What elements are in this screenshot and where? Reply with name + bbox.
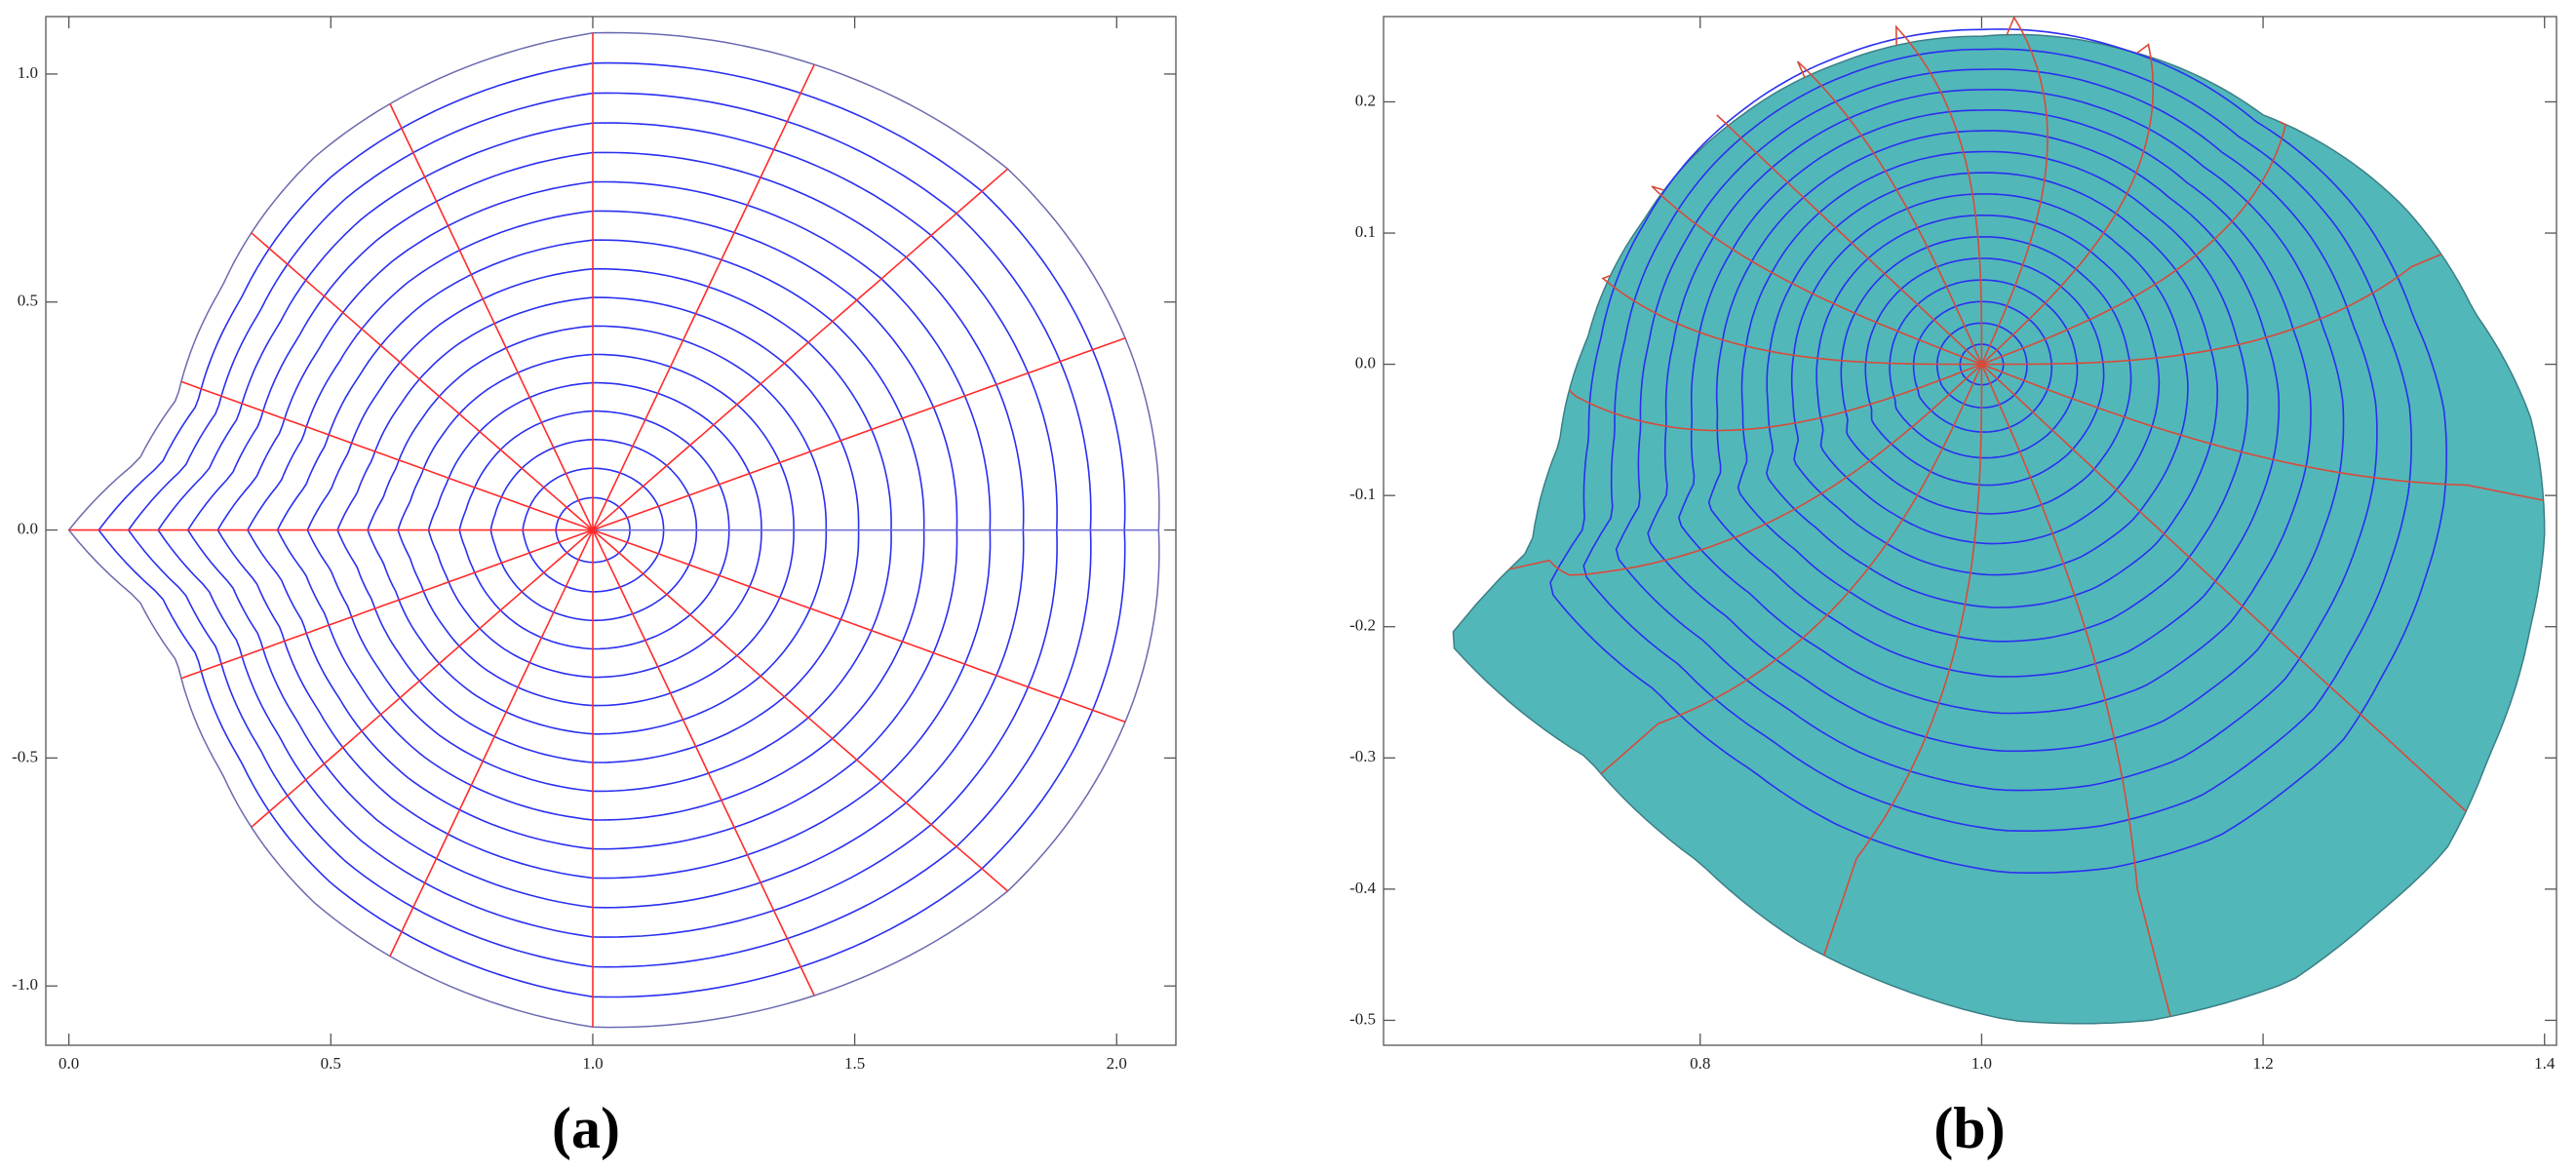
y-tick-label: 0.1 [1355, 222, 1376, 241]
radial-curve [592, 528, 1009, 892]
level-curve [1815, 215, 2161, 545]
y-tick-label: -0.5 [12, 747, 38, 765]
x-tick-label: 1.2 [2252, 1054, 2273, 1073]
panel-label: (a) [552, 1096, 620, 1160]
level-curve [1765, 172, 2218, 608]
radial-curve [1796, 60, 1983, 365]
plot-frame [45, 16, 1177, 1046]
radial-curve [251, 232, 594, 531]
radial-curve [180, 380, 594, 531]
radial-curve [1980, 364, 2467, 812]
panel: 0.0 0.5 1.0 1.5 2.0 -1.0 -0.5 0.0 0.5 1.0 (a) [12, 16, 1177, 1160]
y-tick-label: 0.0 [1355, 354, 1376, 372]
radial-curve [1568, 363, 1982, 432]
panel: 0.8 1.0 1.2 1.4 -0.5 -0.4 -0.3 -0.2 -0.1 0.0 0.1 0.… [1349, 16, 2557, 1160]
radial-curve [1980, 43, 2154, 366]
x-tick-label: 0.5 [321, 1054, 341, 1073]
radial-curve [1651, 185, 1982, 366]
y-tick-label: 1.0 [18, 63, 38, 82]
radial-curve [251, 528, 594, 828]
radial-curve [389, 529, 594, 957]
radial-curve [592, 529, 815, 997]
x-tick-label: 1.4 [2534, 1054, 2556, 1073]
level-curve [1864, 257, 2105, 487]
radial-curve [592, 528, 1126, 723]
plot-area [1452, 17, 2546, 1025]
y-tick-label: 0.5 [18, 292, 38, 310]
radial-curve [1894, 24, 1983, 365]
y-tick-label: -0.4 [1349, 879, 1376, 897]
x-tick-label: 1.0 [582, 1054, 603, 1073]
y-tick-label: -0.1 [1349, 485, 1376, 503]
x-tick-label: 1.0 [1971, 1054, 1992, 1073]
radial-curve [592, 168, 1009, 531]
level-curve [1840, 236, 2132, 515]
x-tick-label: 0.0 [59, 1054, 79, 1073]
radial-curve [1980, 17, 2049, 365]
radial-curve [180, 528, 594, 680]
radial-curve [1716, 114, 1982, 366]
y-tick-label: -0.2 [1349, 616, 1376, 635]
x-tick-label: 0.8 [1690, 1054, 1710, 1073]
radial-curve [389, 103, 594, 530]
radial-curve [592, 336, 1126, 531]
radial-curve [1601, 274, 1982, 366]
radial-curve [1981, 254, 2442, 366]
y-tick-label: -0.3 [1349, 747, 1376, 765]
level-curve [1647, 89, 2345, 753]
radial-curve [1980, 364, 2171, 1017]
level-curve [1677, 109, 2312, 715]
radial-curve [1981, 363, 2544, 501]
panel-label: (b) [1933, 1096, 2005, 1160]
x-tick-label: 2.0 [1107, 1054, 1127, 1073]
y-tick-label: -0.5 [1349, 1009, 1376, 1028]
y-tick-label: 0.2 [1355, 91, 1376, 109]
level-curve [1582, 48, 2412, 832]
region [1452, 33, 2546, 1025]
level-curve [1615, 68, 2378, 792]
y-tick-label: -1.0 [12, 975, 38, 994]
x-tick-label: 1.5 [844, 1054, 865, 1073]
radial-curve [1508, 364, 1982, 576]
plot-frame [1383, 16, 2557, 1046]
level-curve [1889, 279, 2079, 459]
level-curve [1549, 28, 2448, 874]
radial-curve [1981, 121, 2287, 366]
y-tick-label: 0.0 [18, 519, 38, 537]
radial-curve [592, 63, 815, 530]
level-curve [1790, 193, 2189, 576]
radial-curve [1822, 364, 1983, 956]
radial-curve [1600, 364, 1983, 775]
plot-area [67, 31, 1160, 1029]
level-curve [1707, 130, 2281, 678]
level-curve [1737, 150, 2249, 643]
